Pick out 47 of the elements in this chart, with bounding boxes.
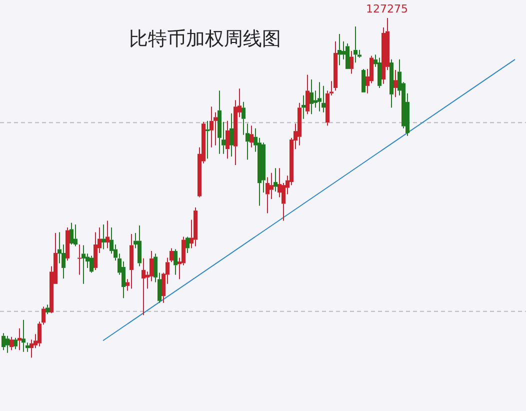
candlestick xyxy=(270,172,274,200)
candlestick xyxy=(22,319,26,352)
candlestick xyxy=(78,244,82,276)
candlestick xyxy=(94,232,98,270)
candlestick xyxy=(74,224,78,247)
candlestick xyxy=(306,74,310,115)
candlestick xyxy=(390,58,394,108)
candlestick xyxy=(70,222,74,246)
candlestick xyxy=(298,102,302,146)
candlestick xyxy=(6,335,10,354)
candlestick xyxy=(82,244,86,284)
candlestick xyxy=(66,227,70,261)
candlestick xyxy=(346,42,350,69)
candlestick xyxy=(378,57,382,88)
candlestick xyxy=(362,68,366,92)
candlestick xyxy=(354,26,358,63)
candlestick xyxy=(310,78,314,115)
candlestick xyxy=(102,224,106,250)
candlestick xyxy=(210,106,214,148)
candlestick xyxy=(230,112,234,158)
candlestick xyxy=(274,168,278,192)
candlestick xyxy=(46,304,50,315)
candlestick xyxy=(266,176,270,214)
candlestick xyxy=(318,82,322,112)
candlestick xyxy=(218,90,222,154)
candlestick xyxy=(226,120,230,160)
candlestick xyxy=(186,236,190,254)
candlestick xyxy=(106,220,110,249)
candlestick xyxy=(18,328,22,351)
annotation: 127275 xyxy=(366,2,408,16)
candlestick xyxy=(2,332,6,351)
candlestick xyxy=(130,233,134,290)
candlestick xyxy=(302,94,306,120)
text: 比特币加权周线图 xyxy=(128,27,282,52)
candlestick xyxy=(262,142,266,194)
candlestick xyxy=(142,258,146,316)
candlestick xyxy=(194,206,198,247)
candlestick xyxy=(90,255,94,274)
candlestick xyxy=(174,248,178,276)
candlestick xyxy=(138,224,142,267)
candlestick xyxy=(350,50,354,74)
candlestick xyxy=(10,336,14,351)
candlestick xyxy=(338,33,342,66)
candlestick xyxy=(334,40,338,92)
candlestick xyxy=(250,125,254,148)
candlestick xyxy=(394,69,398,98)
candlestick xyxy=(322,85,326,113)
